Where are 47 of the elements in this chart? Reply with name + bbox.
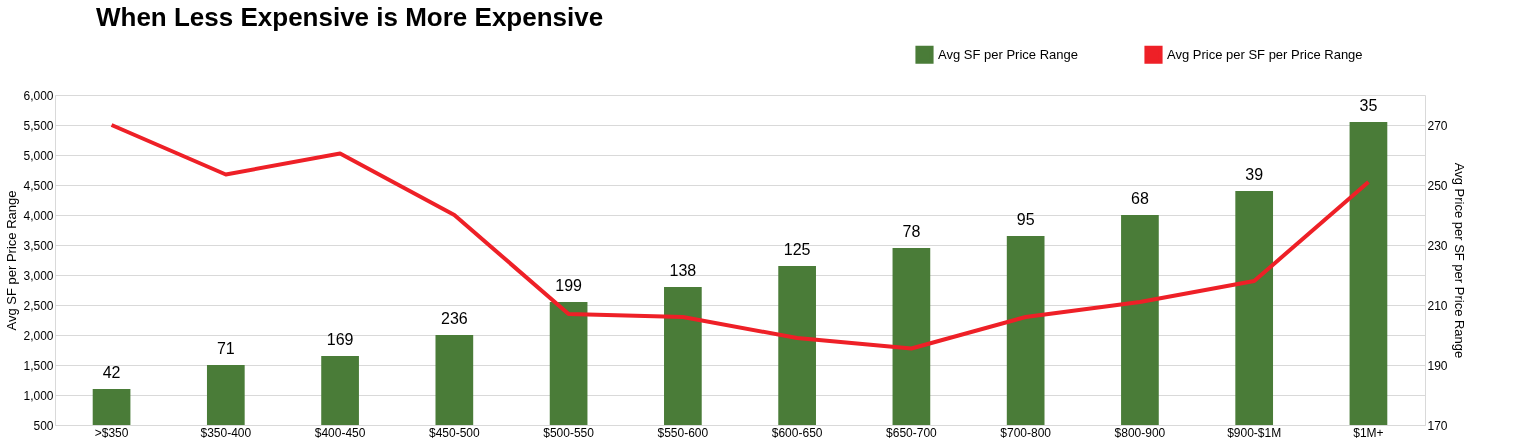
annotation: 35	[1359, 97, 1378, 114]
y-tick-label: 2,000	[23, 328, 54, 343]
y2-tick-label: 210	[1427, 298, 1448, 313]
annotation: 42	[102, 364, 121, 381]
legend-label: Avg Price per SF per Price Range	[1167, 46, 1363, 62]
y-tick-label: 5,000	[23, 148, 54, 163]
x-tick-label: $450-500	[428, 425, 481, 440]
x-tick-label: $1M+	[1353, 425, 1384, 440]
annotation: 138	[669, 262, 697, 279]
y-tick-label: 6,000	[23, 88, 54, 103]
x-tick-label: >$350	[94, 425, 129, 440]
y-tick-label: 4,500	[23, 178, 54, 193]
annotation: 39	[1245, 166, 1264, 183]
annotation: 236	[440, 310, 468, 327]
y-tick-label: 4,000	[23, 208, 54, 223]
annotation: 169	[326, 331, 354, 348]
y-tick-label: 1,000	[23, 388, 54, 403]
annotation: 95	[1016, 211, 1035, 228]
x-tick-label: $550-600	[657, 425, 709, 440]
y2-tick-label: 270	[1427, 118, 1448, 133]
y-axis-title: Avg SF per Price Range	[4, 190, 20, 331]
x-tick-label: $500-550	[543, 425, 595, 440]
annotation: 78	[902, 223, 921, 240]
y-tick-label: 1,500	[23, 358, 54, 373]
y-tick-label: 5,500	[23, 118, 54, 133]
x-tick-label: $650-700	[886, 425, 938, 440]
y2-tick-label: 190	[1427, 358, 1448, 373]
x-tick-label: $700-800	[1000, 425, 1052, 440]
annotation: 199	[555, 277, 583, 294]
y-tick-label: 2,500	[23, 298, 54, 313]
chart-title: When Less Expensive is More Expensive	[95, 2, 604, 32]
y-tick-label: 3,500	[23, 238, 54, 253]
x-tick-label: $800-900	[1114, 425, 1166, 440]
x-tick-label: $400-450	[314, 425, 366, 440]
annotation: 71	[216, 340, 235, 357]
x-tick-label: $900-$1M	[1227, 425, 1282, 440]
y2-axis-title: Avg Price per SF per Price Range	[1451, 162, 1467, 359]
x-tick-label: $600-650	[771, 425, 823, 440]
y2-tick-label: 250	[1427, 178, 1448, 193]
x-tick-label: $350-400	[200, 425, 252, 440]
y-tick-label: 3,000	[23, 268, 54, 283]
y2-tick-label: 170	[1427, 418, 1448, 433]
annotation: 68	[1131, 190, 1149, 207]
annotation: 125	[783, 241, 811, 258]
y2-tick-label: 230	[1427, 238, 1448, 253]
legend-label: Avg SF per Price Range	[938, 46, 1078, 62]
y-tick-label: 500	[33, 418, 54, 433]
